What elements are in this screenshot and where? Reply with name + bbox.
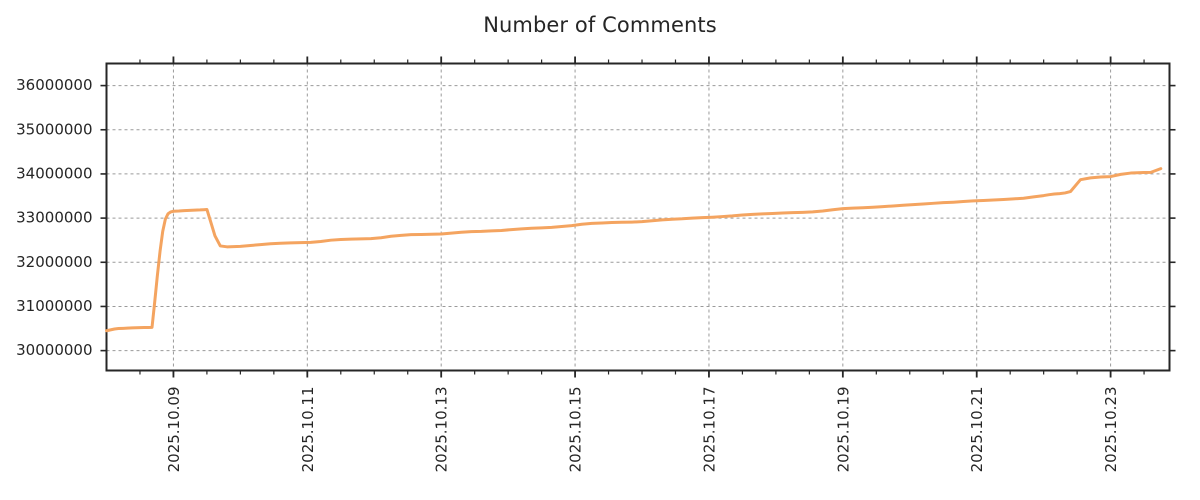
x-tick-label: 2025.10.11 xyxy=(299,387,317,473)
x-tick-label: 2025.10.13 xyxy=(433,387,451,473)
comments-line-series xyxy=(105,167,1163,333)
y-tick-label: 36000000 xyxy=(16,76,92,94)
x-tick-label: 2025.10.15 xyxy=(567,387,585,473)
x-axis-tick-labels: 2025.10.09 2025.10.11 2025.10.13 2025.10.15… xyxy=(165,387,1120,473)
y-tick-label: 34000000 xyxy=(16,164,92,182)
y-tick-label: 30000000 xyxy=(16,341,92,359)
x-tick-label: 2025.10.17 xyxy=(700,387,718,473)
data-series-layer xyxy=(105,167,1163,333)
plot-frame xyxy=(105,62,1171,372)
grid-layer xyxy=(106,63,1170,371)
axes-layer xyxy=(105,62,1171,372)
chart-title: Number of Comments xyxy=(483,13,717,37)
y-tick-label: 31000000 xyxy=(16,297,92,315)
y-tick-label: 33000000 xyxy=(16,209,92,227)
x-tick-label: 2025.10.09 xyxy=(165,387,183,473)
x-tick-label: 2025.10.21 xyxy=(968,387,986,473)
y-axis-tick-labels: 30000000 31000000 32000000 33000000 34000000… xyxy=(16,76,92,359)
y-tick-label: 35000000 xyxy=(16,120,92,138)
tick-marks-layer xyxy=(100,56,1176,378)
y-tick-label: 32000000 xyxy=(16,253,92,271)
x-tick-label: 2025.10.23 xyxy=(1102,387,1120,473)
x-tick-label: 2025.10.19 xyxy=(834,387,852,473)
